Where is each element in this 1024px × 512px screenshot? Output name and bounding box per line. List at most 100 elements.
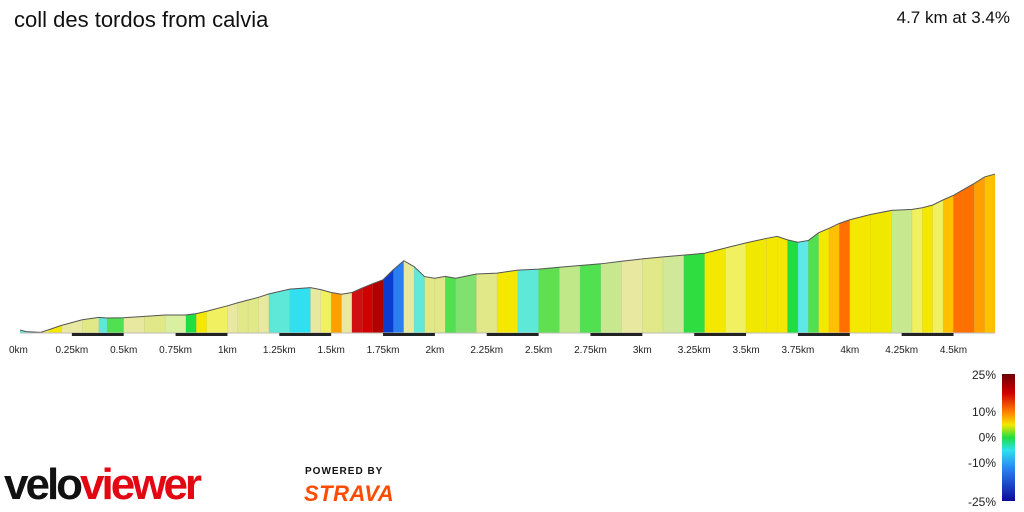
gradient-segment [330, 292, 342, 334]
gradient-segment [642, 256, 664, 334]
gradient-segment [144, 314, 166, 334]
x-tick-label: 2.75km [574, 345, 607, 356]
gradient-legend-label: -25% [968, 495, 996, 509]
gradient-segment [258, 293, 270, 334]
gradient-segment [891, 209, 913, 334]
strava-logo: STRAVA [304, 481, 395, 506]
gradient-legend-label: 25% [972, 368, 996, 382]
gradient-segment [683, 252, 705, 334]
gradient-segment [206, 305, 228, 334]
gradient-segment [953, 188, 965, 334]
gradient-segment [123, 316, 145, 334]
km-marker-bar [71, 333, 124, 336]
gradient-legend-label: 0% [979, 431, 997, 445]
gradient-segment [434, 276, 446, 334]
elevation-profile-chart: 0km 0.25km 0.5km 0.75km 1km 1.25km 1.5km 1.75km… [9, 173, 996, 356]
gradient-segment [974, 176, 985, 334]
x-tick-label: 2km [425, 345, 444, 356]
gradient-legend-label: -10% [968, 456, 996, 470]
gradient-legend-bar [1002, 374, 1015, 501]
x-tick-label: 3.75km [782, 345, 815, 356]
km-marker-bar [279, 333, 332, 336]
gradient-segment [787, 239, 799, 334]
gradient-segment [517, 268, 539, 334]
gradient-segment [839, 219, 851, 334]
gradient-segment [362, 283, 373, 334]
gradient-segment [828, 222, 840, 334]
gradient-segment [911, 207, 923, 334]
x-tick-label: 4.5km [940, 345, 967, 356]
gradient-segment [600, 260, 622, 334]
gradient-segment [942, 194, 954, 334]
gradient-segment [351, 287, 363, 334]
logo-viewer: viewer [80, 460, 202, 507]
x-tick-labels: 0km 0.25km 0.5km 0.75km 1km 1.25km 1.5km 1.75km… [9, 345, 967, 356]
gradient-segment [247, 296, 259, 334]
x-tick-label: 0.75km [159, 345, 192, 356]
gradient-segment [808, 232, 819, 334]
x-tick-label: 4km [840, 345, 859, 356]
gradient-segment [725, 242, 747, 334]
gradient-segment [932, 199, 944, 334]
gradient-segment [849, 214, 871, 334]
km-marker-bar [694, 333, 747, 336]
gradient-segment [776, 236, 788, 334]
segment-summary: 4.7 km at 3.4% [896, 8, 1010, 27]
gradient-legend: 25% 10% 0% -10% -25% [968, 368, 1015, 509]
gradient-legend-label: 10% [972, 405, 996, 419]
gradient-segment [289, 287, 311, 334]
gradient-legend-labels: 25% 10% 0% -10% -25% [968, 368, 996, 509]
gradient-segment [963, 182, 975, 334]
gradient-segment [413, 266, 425, 334]
gradient-segment [579, 263, 602, 334]
gradient-segment [870, 210, 892, 334]
gradient-segment [196, 310, 207, 334]
gradient-segment [227, 302, 239, 334]
gradient-segment [445, 276, 456, 334]
x-tick-label: 1km [218, 345, 237, 356]
veloviewer-logo: veloviewer [4, 460, 205, 507]
gradient-segment [984, 173, 996, 334]
gradient-segment [98, 317, 108, 334]
x-tick-label: 1.75km [367, 345, 400, 356]
gradient-segment [393, 260, 405, 334]
x-tick-label: 0.5km [110, 345, 137, 356]
gradient-segment [745, 237, 768, 334]
gradient-segment [476, 272, 498, 334]
gradient-segment [372, 279, 384, 334]
gradient-segment [268, 288, 290, 334]
gradient-segment [496, 269, 519, 334]
gradient-segment [106, 317, 124, 334]
km-marker-bar [486, 333, 539, 336]
x-tick-label: 1.5km [318, 345, 345, 356]
x-tick-label: 3.5km [732, 345, 759, 356]
gradient-segment [164, 314, 187, 334]
page-title: coll des tordos from calvia [14, 7, 269, 32]
x-tick-label: 2.5km [525, 345, 552, 356]
gradient-segment [922, 204, 934, 334]
km-marker-bar [797, 333, 850, 336]
gradient-segment [538, 266, 560, 334]
gradient-segment [382, 268, 394, 334]
gradient-segment [61, 319, 83, 334]
km-marker-bar [901, 333, 954, 336]
gradient-segment [310, 287, 322, 334]
gradient-segment [818, 227, 830, 334]
gradient-segment [559, 265, 581, 334]
logo-velo: velo [4, 460, 82, 507]
km-marker-bar [175, 333, 228, 336]
gradient-segment [341, 292, 353, 334]
gradient-segment [320, 289, 332, 334]
gradient-segments [19, 173, 996, 334]
x-tick-label: 1.25km [263, 345, 296, 356]
svg-text:veloviewer: veloviewer [4, 460, 202, 507]
powered-by-label: POWERED BY [305, 466, 384, 477]
gradient-segment [455, 273, 477, 334]
gradient-segment [403, 260, 415, 334]
x-tick-label: 0.25km [55, 345, 88, 356]
gradient-segment [704, 247, 726, 334]
x-tick-label: 3km [633, 345, 652, 356]
km-marker-bar [590, 333, 643, 336]
x-tick-label: 3.25km [678, 345, 711, 356]
gradient-segment [185, 313, 197, 334]
